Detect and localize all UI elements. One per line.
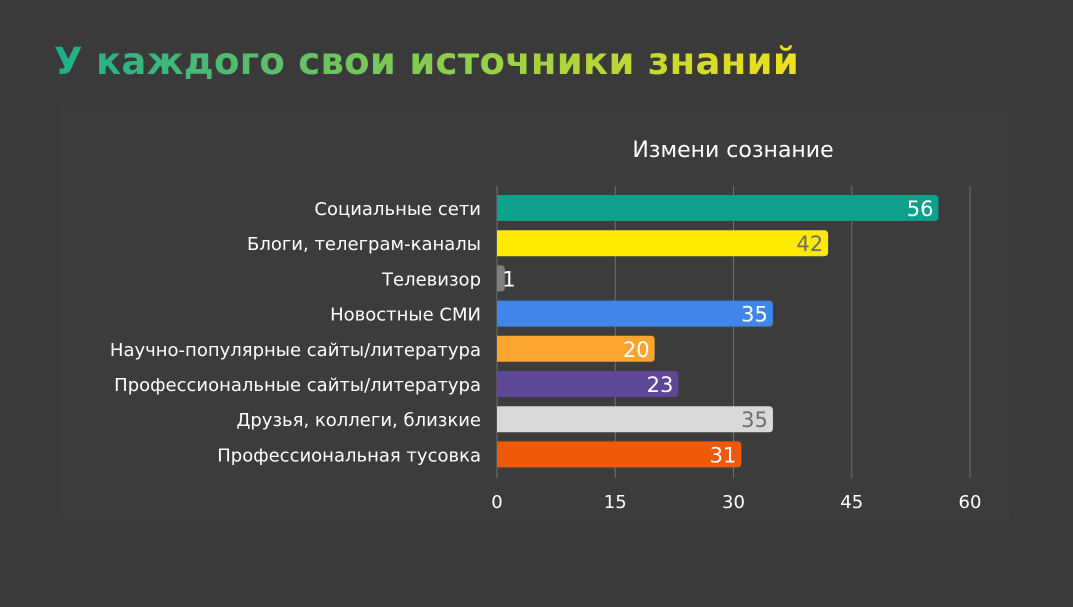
x-tick-label: 30 xyxy=(722,492,745,513)
x-tick-label: 60 xyxy=(959,492,982,513)
value-label: 31 xyxy=(710,443,737,467)
bar xyxy=(497,406,773,433)
value-label: 20 xyxy=(623,338,650,362)
bar xyxy=(497,195,939,221)
category-label: Телевизор xyxy=(381,269,481,290)
bar xyxy=(497,265,505,292)
bar xyxy=(497,335,655,362)
bar xyxy=(497,230,829,257)
value-label: 35 xyxy=(741,303,768,327)
category-label: Научно-популярные сайты/литература xyxy=(110,340,481,361)
category-label: Друзья, коллеги, близкие xyxy=(236,410,481,431)
value-label: 42 xyxy=(796,232,823,256)
x-tick-label: 45 xyxy=(840,492,863,513)
slide-title: У каждого свои источники знаний xyxy=(54,40,800,83)
bar xyxy=(497,300,773,327)
category-label: Новостные СМИ xyxy=(330,305,481,326)
x-tick-label: 0 xyxy=(491,492,502,513)
chart-x-tick-labels: 0 15 30 45 60 xyxy=(491,492,981,513)
value-label: 35 xyxy=(741,408,768,432)
bar xyxy=(497,371,679,397)
bar xyxy=(497,441,742,468)
value-label: 23 xyxy=(647,373,674,397)
x-tick-label: 15 xyxy=(604,492,627,513)
chart-gridlines xyxy=(496,186,971,478)
chart-title: Измени сознание xyxy=(632,138,833,163)
category-label: Профессиональные сайты/литература xyxy=(114,375,481,396)
value-label: 56 xyxy=(907,197,934,221)
value-label: 1 xyxy=(502,267,515,291)
chart-category-labels: Социальные сети Блоги, телеграм-каналы Тел… xyxy=(110,199,481,466)
category-label: Блоги, телеграм-каналы xyxy=(247,234,481,255)
bar-chart: Измени сознание Социальные сети Блоги, те… xyxy=(110,138,982,513)
category-label: Профессиональная тусовка xyxy=(217,445,481,466)
category-label: Социальные сети xyxy=(314,199,481,220)
chart-panel: Измени сознание Социальные сети Блоги, те… xyxy=(60,108,1010,518)
chart-bars xyxy=(497,195,939,468)
